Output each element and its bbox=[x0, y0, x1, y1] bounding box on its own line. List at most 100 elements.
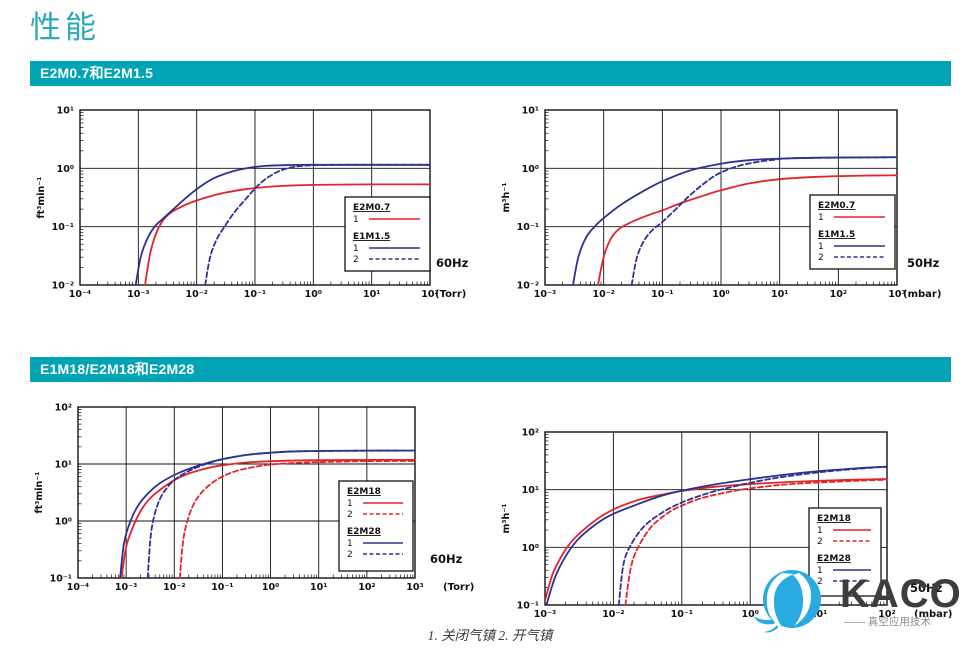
section-header-e1m18-e2m18-e2m28: E1M18/E2M18和E2M28 bbox=[30, 357, 951, 382]
x-tick-label: 10¹ bbox=[363, 289, 380, 300]
curve-e2m18-2 bbox=[178, 460, 416, 579]
y-axis-label: m³h⁻¹ bbox=[501, 183, 512, 213]
y-tick-label: 10² bbox=[55, 403, 72, 414]
curve-e1m15-2 bbox=[630, 156, 898, 286]
y-tick-label: 10⁰ bbox=[522, 164, 539, 175]
x-tick-label: 10⁰ bbox=[712, 289, 729, 300]
legend-group-title: E1M1.5 bbox=[818, 230, 855, 240]
y-tick-label: 10⁻² bbox=[517, 281, 539, 292]
curve-e2m18-1 bbox=[120, 458, 416, 579]
legend-group-title: E2M0.7 bbox=[353, 203, 390, 213]
legend-group-title: E1M1.5 bbox=[353, 232, 390, 242]
freq-label: 50Hz bbox=[910, 581, 943, 595]
x-tick-label: 10² bbox=[421, 289, 438, 300]
x-tick-label: 10⁰ bbox=[262, 582, 279, 593]
y-tick-label: 10¹ bbox=[522, 485, 539, 496]
x-tick-label: 10⁻³ bbox=[534, 289, 556, 300]
x-tick-label: 10⁻⁴ bbox=[69, 289, 91, 300]
x-tick-label: 10⁻² bbox=[592, 289, 614, 300]
legend-group-title: E2M18 bbox=[817, 514, 851, 524]
kaco-swirl-icon bbox=[754, 570, 821, 633]
legend-box bbox=[338, 480, 414, 572]
x-tick-label: 10¹ bbox=[310, 582, 327, 593]
plot-border bbox=[544, 431, 888, 606]
x-tick-label: 10⁰ bbox=[305, 289, 322, 300]
y-tick-label: 10⁻¹ bbox=[50, 574, 72, 585]
x-tick-label: 10⁻² bbox=[185, 289, 207, 300]
x-unit-label: (Torr) bbox=[435, 289, 466, 300]
chart-e2m07-e2m15-60hz: 10⁻⁴ 10⁻³ 10⁻² 10⁻¹ 10⁰ 10¹ 10² 10¹ 10⁰ 10⁻¹ 10⁻² (… bbox=[36, 106, 469, 301]
legend-item-label: 2 bbox=[347, 550, 353, 560]
legend-item-label: 2 bbox=[818, 253, 824, 263]
legend-item-label: 2 bbox=[353, 255, 359, 265]
x-tick-label: 10³ bbox=[888, 289, 905, 300]
legend-item-label: 1 bbox=[817, 526, 823, 536]
x-tick-label: 10⁻¹ bbox=[671, 609, 693, 620]
y-tick-label: 10² bbox=[522, 428, 539, 439]
legend-group-title: E2M0.7 bbox=[818, 201, 855, 211]
curve-e2m18-1 bbox=[545, 478, 888, 602]
legend-item-label: 1 bbox=[818, 242, 824, 252]
chart-e2m18-e2m28-60hz: 10⁻⁴ 10⁻³ 10⁻² 10⁻¹ 10⁰ 10¹ 10² 10³ 10² 10¹ 10⁰ 10⁻… bbox=[34, 403, 474, 594]
curve-e1m15-2 bbox=[204, 163, 431, 286]
y-tick-label: 10⁻¹ bbox=[52, 222, 74, 233]
curve-e2m28-1 bbox=[545, 465, 888, 606]
x-tick-label: 10⁻² bbox=[163, 582, 185, 593]
y-tick-label: 10⁻¹ bbox=[517, 222, 539, 233]
legend-item-label: 1 bbox=[353, 215, 359, 225]
freq-label: 60Hz bbox=[430, 552, 463, 566]
legend-group-title: E2M18 bbox=[347, 487, 381, 497]
x-tick-label: 10⁰ bbox=[742, 609, 759, 620]
x-tick-label: 10² bbox=[358, 582, 375, 593]
y-tick-label: 10⁻¹ bbox=[517, 601, 539, 612]
legend-item-label: 2 bbox=[817, 537, 823, 547]
curve-e2m28-2 bbox=[146, 449, 416, 579]
kaco-logo: KACO —— 真空应用技术 bbox=[748, 558, 980, 638]
x-tick-label: 10² bbox=[878, 609, 895, 620]
legend-item-label: 1 bbox=[347, 499, 353, 509]
section-header-e2m07-e2m15: E2M0.7和E2M1.5 bbox=[30, 61, 951, 86]
x-tick-label: 10⁻³ bbox=[115, 582, 137, 593]
legend-group-title: E2M28 bbox=[817, 554, 851, 564]
logo-tagline: —— 真空应用技术 bbox=[844, 616, 931, 628]
y-tick-label: 10¹ bbox=[522, 106, 539, 117]
plot-border bbox=[544, 109, 898, 286]
x-tick-label: 10⁻¹ bbox=[211, 582, 233, 593]
freq-label: 60Hz bbox=[436, 256, 469, 270]
y-tick-label: 10¹ bbox=[57, 106, 74, 117]
y-tick-label: 10¹ bbox=[55, 460, 72, 471]
x-unit-label: (Torr) bbox=[443, 582, 474, 593]
x-unit-label: (mbar) bbox=[903, 289, 941, 300]
curve-e2m07-1 bbox=[597, 174, 898, 286]
x-tick-label: 10⁻¹ bbox=[244, 289, 266, 300]
curve-e2m07-1 bbox=[144, 183, 431, 286]
legend-group-title: E2M28 bbox=[347, 527, 381, 537]
curve-e2m28-2 bbox=[617, 466, 888, 606]
x-tick-label: 10¹ bbox=[810, 609, 827, 620]
legend-item-label: 2 bbox=[817, 577, 823, 587]
legend-item-label: 1 bbox=[818, 213, 824, 223]
x-tick-label: 10³ bbox=[406, 582, 423, 593]
y-axis-label: ft³min⁻¹ bbox=[36, 177, 47, 219]
legend-item-label: 1 bbox=[347, 539, 353, 549]
x-tick-label: 10⁻³ bbox=[127, 289, 149, 300]
x-unit-label: (mbar) bbox=[914, 609, 952, 620]
x-tick-label: 10¹ bbox=[771, 289, 788, 300]
y-tick-label: 10⁰ bbox=[57, 164, 74, 175]
y-tick-label: 10⁰ bbox=[55, 517, 72, 528]
chart-e2m18-e2m28-50hz: 10⁻³ 10⁻² 10⁻¹ 10⁰ 10¹ 10² 10² 10¹ 10⁰ 10⁻¹ (mbar)… bbox=[501, 428, 952, 621]
x-tick-label: 10⁻³ bbox=[534, 609, 556, 620]
y-tick-label: 10⁰ bbox=[522, 543, 539, 554]
curve-e2m18-2 bbox=[624, 478, 888, 606]
x-tick-label: 10⁻² bbox=[602, 609, 624, 620]
y-axis-label: ft³min⁻¹ bbox=[34, 472, 45, 514]
freq-label: 50Hz bbox=[907, 256, 940, 270]
y-tick-label: 10⁻² bbox=[52, 281, 74, 292]
x-tick-label: 10⁻⁴ bbox=[67, 582, 89, 593]
curve-e1m15-1 bbox=[134, 163, 431, 286]
x-tick-label: 10⁻¹ bbox=[651, 289, 673, 300]
plot-border bbox=[77, 406, 416, 579]
